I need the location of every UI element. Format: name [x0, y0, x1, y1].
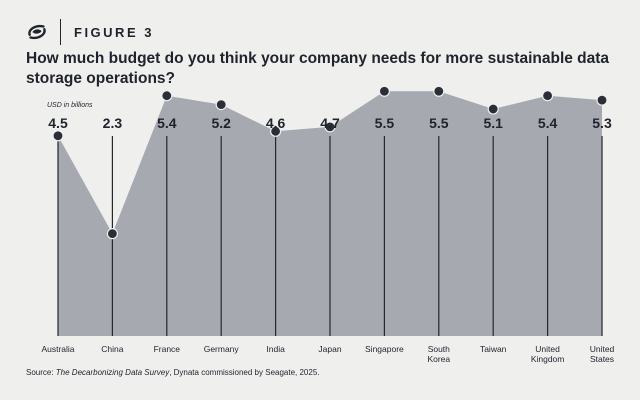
value-label: 5.5 — [375, 115, 395, 131]
category-label: Germany — [204, 344, 240, 354]
figure-header: FIGURE 3 — [26, 18, 154, 46]
data-point-south-korea — [433, 85, 445, 97]
data-point-united-states — [596, 94, 608, 106]
figure-label: FIGURE 3 — [74, 24, 154, 40]
value-label: 4.6 — [266, 115, 286, 131]
y-unit-label: USD in billions — [47, 102, 93, 109]
category-label: South Korea — [427, 344, 450, 364]
value-label: 5.4 — [538, 115, 558, 131]
source-prefix: Source: — [26, 368, 56, 377]
category-label: Australia — [41, 344, 74, 354]
category-label: France — [154, 344, 181, 354]
category-label: Japan — [318, 344, 341, 354]
value-label: 5.3 — [592, 115, 612, 131]
category-label: India — [266, 344, 285, 354]
category-label: Taiwan — [480, 344, 507, 354]
value-label: 5.5 — [429, 115, 449, 131]
value-label: 5.2 — [211, 115, 231, 131]
data-point-australia — [52, 130, 64, 142]
data-point-india — [270, 125, 282, 137]
data-point-japan — [324, 121, 336, 133]
source-suffix: , Dynata commissioned by Seagate, 2025. — [169, 368, 320, 377]
value-label: 2.3 — [103, 115, 123, 131]
data-point-france — [161, 90, 173, 102]
value-label: 5.4 — [157, 115, 177, 131]
data-point-taiwan — [487, 103, 499, 115]
data-point-china — [106, 228, 119, 240]
category-label: China — [101, 344, 123, 354]
category-label: United Kingdom — [531, 344, 565, 364]
data-point-united-kingdom — [541, 90, 554, 102]
category-label: Singapore — [365, 344, 404, 354]
header-divider — [60, 19, 61, 45]
source-survey-title: The Decarbonizing Data Survey — [55, 368, 170, 377]
chart-title: How much budget do you think your compan… — [26, 50, 610, 87]
data-point-singapore — [378, 85, 390, 97]
value-label: 5.1 — [483, 115, 503, 131]
source-note: Source: The Decarbonizing Data Survey, D… — [26, 368, 320, 377]
category-label: United States — [590, 344, 615, 364]
value-label: 4.7 — [320, 115, 340, 131]
data-point-germany — [215, 98, 227, 111]
seagate-logo-icon — [28, 24, 46, 40]
value-label: 4.5 — [48, 115, 68, 131]
